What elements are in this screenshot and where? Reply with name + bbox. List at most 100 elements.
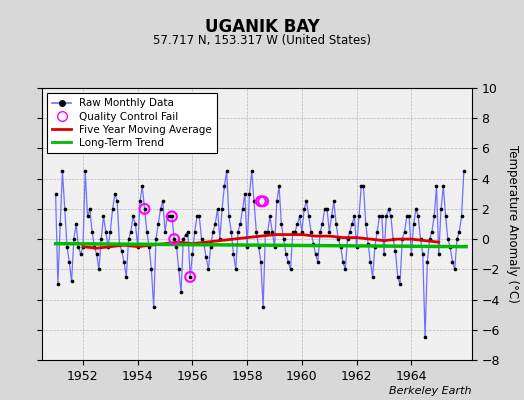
Point [336,244,345,250]
Point [368,274,377,280]
Point [124,236,133,242]
Point [364,240,372,247]
Point [97,236,105,242]
Point [122,274,130,280]
Point [387,213,395,220]
Text: Berkeley Earth: Berkeley Earth [389,386,472,396]
Point [370,244,379,250]
Point [102,228,110,235]
Point [272,198,281,204]
Point [100,213,108,220]
Point [389,236,397,242]
Point [129,213,137,220]
Point [61,206,69,212]
Point [174,266,183,272]
Point [378,213,386,220]
Point [159,198,167,204]
Point [172,244,181,250]
Point [282,251,290,258]
Point [350,213,358,220]
Point [421,334,429,340]
Point [357,183,365,190]
Point [437,206,445,212]
Point [289,228,297,235]
Point [398,236,407,242]
Point [236,221,245,227]
Point [341,266,350,272]
Point [191,228,199,235]
Point [250,198,258,204]
Y-axis label: Temperature Anomaly (°C): Temperature Anomaly (°C) [506,145,519,303]
Text: 57.717 N, 153.317 W (United States): 57.717 N, 153.317 W (United States) [153,34,371,47]
Point [353,244,361,250]
Point [168,213,176,220]
Point [405,213,413,220]
Point [366,258,375,265]
Point [149,304,158,310]
Point [215,236,224,242]
Point [170,236,178,242]
Point [259,304,267,310]
Point [131,221,139,227]
Point [204,266,213,272]
Point [296,213,304,220]
Point [63,244,71,250]
Point [293,221,301,227]
Point [225,213,233,220]
Point [321,206,329,212]
Point [81,168,90,174]
Point [325,228,333,235]
Point [243,244,252,250]
Point [362,221,370,227]
Point [334,236,343,242]
Point [200,240,208,247]
Point [391,248,400,254]
Point [232,266,240,272]
Point [309,240,318,247]
Point [108,206,117,212]
Point [355,213,363,220]
Point [120,258,128,265]
Point [279,236,288,242]
Point [92,251,101,258]
Point [412,206,420,212]
Point [304,213,313,220]
Point [72,221,80,227]
Point [400,228,409,235]
Point [257,258,265,265]
Point [163,213,171,220]
Point [314,258,322,265]
Point [170,236,178,242]
Point [177,289,185,295]
Point [90,244,99,250]
Point [186,274,194,280]
Point [74,244,83,250]
Text: UGANIK BAY: UGANIK BAY [205,18,319,36]
Point [268,228,277,235]
Point [284,258,292,265]
Point [291,228,299,235]
Point [127,228,135,235]
Point [111,190,119,197]
Point [375,213,384,220]
Point [444,236,452,242]
Point [316,228,324,235]
Point [455,228,463,235]
Point [396,281,404,288]
Point [117,248,126,254]
Point [223,168,231,174]
Point [332,221,340,227]
Point [394,274,402,280]
Point [300,206,309,212]
Point [220,183,228,190]
Point [252,228,260,235]
Point [184,228,192,235]
Point [156,206,165,212]
Point [188,251,196,258]
Point [138,183,147,190]
Point [448,258,456,265]
Point [453,236,461,242]
Point [434,251,443,258]
Point [134,244,142,250]
Point [407,251,416,258]
